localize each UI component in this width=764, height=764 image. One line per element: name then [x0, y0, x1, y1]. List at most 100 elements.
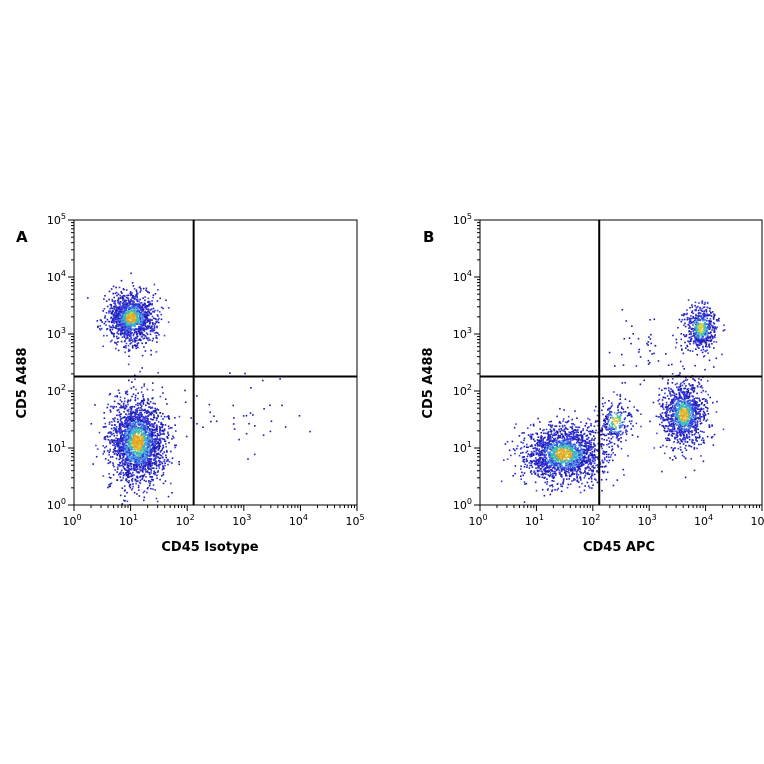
event-dot [122, 462, 124, 465]
event-dot [157, 471, 159, 473]
event-dot [119, 457, 122, 460]
event-dot [105, 324, 107, 326]
event-dot [125, 441, 127, 444]
event-dot [583, 448, 585, 451]
event-dot [130, 446, 133, 449]
event-dot [537, 473, 539, 475]
event-dot [121, 424, 124, 427]
event-dot [132, 285, 135, 287]
event-dot [137, 330, 140, 333]
event-dot [108, 423, 111, 425]
event-dot [130, 412, 132, 414]
event-dot [137, 450, 139, 452]
event-dot [147, 301, 149, 303]
event-dot [120, 324, 123, 326]
event-dot [155, 321, 157, 323]
event-dot [145, 469, 147, 471]
event-dot [556, 458, 558, 461]
event-dot [131, 429, 133, 432]
event-dot [547, 471, 549, 473]
event-dot [161, 456, 164, 459]
event-dot [104, 295, 106, 297]
event-dot [565, 474, 567, 477]
event-dot [138, 471, 141, 474]
event-dot [109, 442, 112, 445]
event-dot [131, 322, 134, 324]
event-dot [134, 478, 137, 481]
event-dot [151, 315, 154, 318]
event-dot [153, 423, 156, 425]
event-dot [135, 479, 137, 482]
event-dot [575, 435, 577, 437]
event-dot [145, 410, 147, 412]
event-dot [121, 434, 123, 436]
event-dot [122, 443, 124, 445]
event-dot [141, 303, 144, 306]
event-dot [160, 461, 163, 464]
event-dot [563, 468, 566, 471]
event-dot [131, 475, 133, 477]
event-dot [208, 403, 211, 406]
event-dot [544, 458, 546, 461]
event-dot [137, 437, 140, 439]
event-dot [135, 322, 137, 325]
event-dot [147, 435, 149, 438]
event-dot [148, 442, 150, 444]
event-dot [102, 445, 104, 447]
event-dot [133, 325, 136, 327]
event-dot [142, 313, 144, 316]
event-dot [114, 451, 116, 453]
event-dot [129, 407, 131, 409]
event-dot [116, 323, 118, 325]
event-dot [111, 339, 113, 342]
event-dot [109, 431, 111, 433]
event-dot [585, 435, 588, 437]
event-dot [595, 429, 597, 432]
event-dot [571, 426, 573, 429]
event-dot [125, 456, 128, 459]
event-dot [551, 475, 553, 478]
event-dot [126, 332, 129, 334]
event-dot [577, 481, 580, 483]
event-dot [123, 411, 125, 413]
event-dot [135, 330, 138, 333]
event-dot [141, 413, 143, 416]
event-dot [537, 460, 540, 463]
event-dot [563, 438, 566, 440]
event-dot [127, 430, 129, 432]
event-dot [132, 464, 135, 466]
event-dot [601, 470, 604, 473]
event-dot [128, 424, 130, 427]
event-dot [119, 294, 121, 297]
event-dot [133, 442, 135, 444]
event-dot [108, 485, 111, 488]
event-dot [118, 301, 121, 304]
event-dot [270, 420, 273, 423]
event-dot [141, 318, 144, 321]
event-dot [574, 458, 577, 460]
event-dot [560, 428, 562, 430]
event-dot [149, 459, 152, 462]
event-dot [129, 325, 131, 328]
event-dot [134, 341, 136, 343]
event-dot [542, 461, 544, 464]
event-dot [567, 463, 569, 466]
event-dot [112, 474, 115, 476]
event-dot [126, 409, 129, 412]
event-dot [600, 429, 602, 432]
event-dot [112, 285, 115, 288]
event-dot [129, 435, 132, 438]
event-dot [109, 392, 112, 395]
event-dot [542, 438, 544, 440]
event-dot [566, 435, 568, 438]
event-dot [139, 456, 141, 459]
event-dot [141, 454, 144, 456]
event-dot [125, 444, 128, 447]
event-dot [125, 418, 128, 421]
event-dot [548, 451, 550, 454]
event-dot [127, 462, 130, 464]
event-dot [144, 465, 147, 468]
event-dot [153, 470, 155, 473]
event-dot [125, 306, 127, 309]
event-dot [623, 474, 625, 476]
